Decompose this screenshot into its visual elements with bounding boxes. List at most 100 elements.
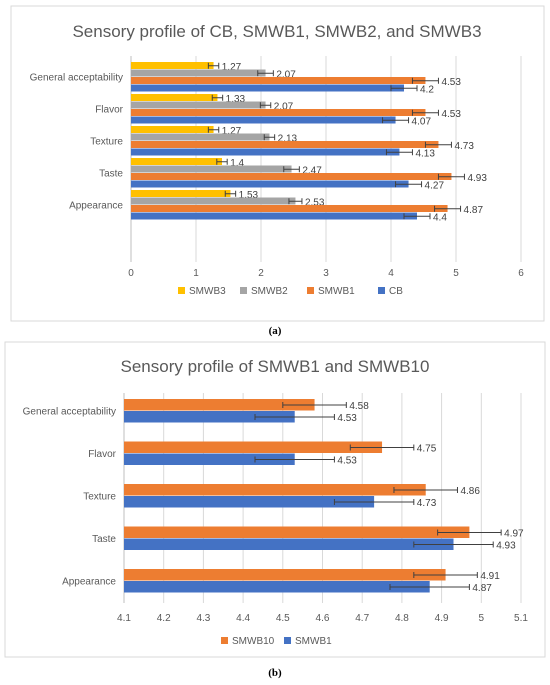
data-label: 4.53 <box>337 456 357 467</box>
data-label: 4.27 <box>425 180 445 191</box>
data-label: 4.97 <box>504 529 524 540</box>
chart-a-caption: (a) <box>269 325 282 337</box>
bar-smwb3 <box>131 158 222 165</box>
bar-smwb3 <box>131 190 231 197</box>
data-label: 4.53 <box>337 413 357 424</box>
bar-smwb2 <box>131 133 270 141</box>
legend-swatch <box>240 287 247 294</box>
category-label: Texture <box>90 137 123 148</box>
x-tick-label: 1 <box>193 268 199 279</box>
data-label: 2.07 <box>274 101 294 112</box>
data-label: 4.4 <box>433 212 447 223</box>
legend-label: SMWB1 <box>318 286 355 297</box>
data-label: 1.33 <box>226 94 246 105</box>
category-label: Texture <box>83 492 116 503</box>
category-label: General acceptability <box>23 407 116 418</box>
bar-cb <box>131 116 396 124</box>
x-tick-label: 4.7 <box>355 613 369 624</box>
bar-cb <box>131 180 409 188</box>
bar-cb <box>131 212 417 220</box>
x-tick-label: 6 <box>518 268 524 279</box>
chart-b-plot: 4.1 4.2 4.3 4.4 4.5 4.6 4.7 4.8 4.9 5 5.1 General a… <box>23 393 528 624</box>
data-label: 1.53 <box>239 190 259 201</box>
data-label: 4.93 <box>496 541 516 552</box>
chart-a-plot: 0 1 2 3 4 5 6 General acceptability 1.27 2.07 4.53… <box>30 56 524 279</box>
data-label: 2.53 <box>305 197 325 208</box>
legend-label: SMWB10 <box>232 636 275 647</box>
x-tick-label: 4.3 <box>196 613 210 624</box>
data-label: 4.73 <box>454 141 474 152</box>
chart-a-legend: SMWB3 SMWB2 SMWB1 CB <box>178 286 403 297</box>
bar-cb <box>131 148 400 156</box>
x-tick-label: 4 <box>388 268 394 279</box>
x-tick-label: 0 <box>128 268 134 279</box>
data-label: 4.86 <box>460 486 480 497</box>
chart-b-legend: SMWB10 SMWB1 <box>221 636 332 647</box>
bar-smwb10 <box>124 484 426 496</box>
chart-a-frame <box>10 5 545 322</box>
bar-smwb10 <box>124 526 470 538</box>
data-label: 4.87 <box>464 205 484 216</box>
x-tick-label: 4.6 <box>316 613 330 624</box>
x-tick-label: 4.2 <box>157 613 171 624</box>
data-label: 1.27 <box>222 62 242 73</box>
data-label: 4.93 <box>467 173 487 184</box>
data-label: 4.73 <box>417 498 437 509</box>
data-label: 4.91 <box>480 571 500 582</box>
bar-smwb1 <box>124 581 430 593</box>
bar-smwb1 <box>131 77 426 84</box>
data-label: 4.87 <box>472 583 492 594</box>
legend-swatch <box>284 637 291 644</box>
data-label: 4.13 <box>415 148 435 159</box>
data-label: 1.27 <box>222 126 242 137</box>
chart-b-title: Sensory profile of SMWB1 and SMWB10 <box>121 357 430 376</box>
data-label: 2.13 <box>278 133 298 144</box>
x-tick-label: 5 <box>479 613 485 624</box>
bar-smwb1 <box>124 453 295 465</box>
data-label: 4.07 <box>412 116 432 127</box>
bar-smwb1 <box>131 109 426 116</box>
chart-b-caption: (b) <box>268 667 282 679</box>
legend-swatch <box>378 287 385 294</box>
data-label: 4.53 <box>441 77 461 88</box>
data-label: 1.4 <box>230 158 244 169</box>
data-label: 2.07 <box>276 69 296 80</box>
bar-smwb1 <box>131 141 439 148</box>
bar-smwb1 <box>131 205 448 212</box>
bar-smwb2 <box>131 197 296 205</box>
legend-swatch <box>178 287 185 294</box>
category-label: Taste <box>99 169 123 180</box>
category-label: Appearance <box>69 201 123 212</box>
legend-label: CB <box>389 286 403 297</box>
x-tick-label: 5.1 <box>514 613 528 624</box>
data-label: 4.53 <box>441 109 461 120</box>
category-label: Flavor <box>95 105 123 116</box>
x-tick-label: 4.1 <box>117 613 131 624</box>
category-label: Flavor <box>88 449 116 460</box>
category-label: General acceptability <box>30 73 123 84</box>
bar-smwb3 <box>131 94 218 101</box>
bar-smwb10 <box>124 441 383 453</box>
bar-smwb3 <box>131 126 214 133</box>
x-tick-label: 4.9 <box>435 613 449 624</box>
bar-smwb10 <box>124 399 315 411</box>
bar-smwb2 <box>131 165 292 173</box>
x-tick-label: 3 <box>323 268 329 279</box>
bar-smwb2 <box>131 69 266 77</box>
x-tick-label: 4.8 <box>395 613 409 624</box>
category-label: Appearance <box>62 577 116 588</box>
legend-label: SMWB3 <box>189 286 226 297</box>
category-label: Taste <box>92 534 116 545</box>
data-label: 4.2 <box>420 84 434 95</box>
bar-smwb10 <box>124 569 446 581</box>
legend-label: SMWB1 <box>295 636 332 647</box>
x-tick-label: 5 <box>453 268 459 279</box>
x-tick-label: 2 <box>258 268 264 279</box>
data-label: 4.58 <box>349 401 369 412</box>
x-tick-label: 4.4 <box>236 613 250 624</box>
data-label: 2.47 <box>302 165 322 176</box>
legend-label: SMWB2 <box>251 286 288 297</box>
legend-swatch <box>221 637 228 644</box>
legend-swatch <box>307 287 314 294</box>
